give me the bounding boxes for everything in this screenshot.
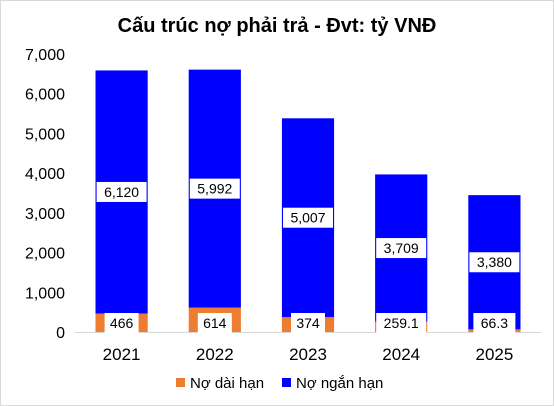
- data-label-box: [197, 313, 232, 333]
- data-label: 66.3: [481, 315, 508, 331]
- legend-label: Nợ ngắn hạn: [296, 375, 383, 392]
- data-label: 614: [203, 315, 227, 331]
- data-label: 6,120: [104, 184, 139, 200]
- data-label: 3,380: [477, 254, 512, 270]
- x-tick-label: 2022: [196, 345, 234, 364]
- data-label-box: [104, 313, 139, 333]
- data-label: 374: [296, 315, 320, 331]
- data-label: 5,992: [197, 181, 232, 197]
- y-tick-label: 7,000: [25, 47, 65, 64]
- x-tick-label: 2024: [382, 345, 420, 364]
- x-tick-label: 2021: [103, 345, 141, 364]
- y-tick-label: 4,000: [25, 166, 65, 183]
- data-label-box: [291, 313, 325, 333]
- bars: [95, 69, 521, 332]
- legend-swatch: [282, 378, 291, 387]
- data-label: 5,007: [290, 210, 325, 226]
- y-tick-label: 2,000: [25, 246, 65, 263]
- chart-title: Cấu trúc nợ phải trả - Đvt: tỷ VNĐ: [118, 15, 437, 37]
- y-tick-label: 1,000: [25, 285, 65, 302]
- data-label-box: [473, 313, 516, 333]
- y-tick-label: 5,000: [25, 126, 65, 143]
- data-label-box: [189, 178, 240, 199]
- legend: Nợ dài hạn Nợ ngắn hạn: [176, 375, 383, 392]
- data-label: 259.1: [384, 315, 419, 331]
- data-label-box: [376, 313, 427, 333]
- y-tick-label: 3,000: [25, 206, 65, 223]
- x-axis: 2021 2022 2023 2024 2025: [103, 345, 514, 364]
- legend-swatch: [176, 378, 185, 387]
- data-label: 466: [110, 315, 134, 331]
- data-label-box: [376, 238, 427, 259]
- data-label-box: [96, 181, 147, 202]
- data-labels: 466 6,120 614 5,992 374 5,007 259.1 3,709 66.3 3,…: [96, 178, 520, 333]
- data-label-box: [283, 207, 333, 228]
- x-tick-label: 2023: [289, 345, 327, 364]
- data-label-box: [469, 252, 520, 273]
- data-label: 3,709: [384, 240, 419, 256]
- legend-label: Nợ dài hạn: [190, 375, 264, 392]
- y-tick-label: 0: [56, 325, 65, 342]
- x-tick-label: 2025: [475, 345, 513, 364]
- y-tick-label: 6,000: [25, 87, 65, 104]
